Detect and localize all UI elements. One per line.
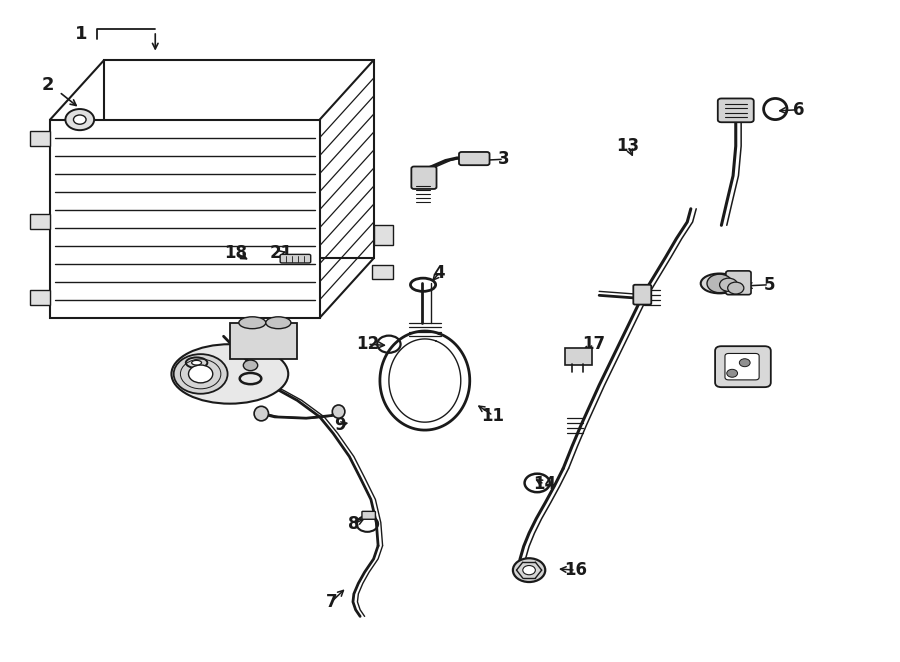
Text: 2: 2 <box>41 76 54 94</box>
Polygon shape <box>372 265 393 279</box>
Text: 9: 9 <box>335 416 346 434</box>
Circle shape <box>243 360 257 371</box>
Ellipse shape <box>332 405 345 418</box>
Polygon shape <box>31 132 50 146</box>
FancyBboxPatch shape <box>716 346 770 387</box>
FancyBboxPatch shape <box>565 348 592 365</box>
Ellipse shape <box>701 273 739 293</box>
Polygon shape <box>230 323 297 359</box>
Polygon shape <box>31 290 50 305</box>
Text: 15: 15 <box>744 361 767 379</box>
Ellipse shape <box>238 317 266 329</box>
Polygon shape <box>374 225 393 245</box>
FancyBboxPatch shape <box>280 254 310 263</box>
Text: 1: 1 <box>76 24 88 43</box>
Text: 19: 19 <box>234 326 256 344</box>
Ellipse shape <box>192 360 202 365</box>
Text: 21: 21 <box>269 244 292 262</box>
Polygon shape <box>50 120 319 318</box>
Circle shape <box>74 115 86 124</box>
Circle shape <box>523 565 536 575</box>
FancyBboxPatch shape <box>718 99 753 122</box>
FancyBboxPatch shape <box>459 152 490 166</box>
Text: 7: 7 <box>326 593 338 611</box>
Text: 4: 4 <box>434 264 445 282</box>
Circle shape <box>174 354 228 394</box>
Circle shape <box>740 359 750 367</box>
Circle shape <box>188 365 212 383</box>
Circle shape <box>720 278 738 291</box>
Text: 6: 6 <box>793 101 805 118</box>
Circle shape <box>728 282 743 294</box>
Text: 11: 11 <box>482 406 505 424</box>
Text: 16: 16 <box>564 561 588 579</box>
Text: 17: 17 <box>582 335 606 354</box>
FancyBboxPatch shape <box>634 285 652 305</box>
Text: 8: 8 <box>348 515 360 533</box>
Text: 13: 13 <box>616 137 640 155</box>
FancyBboxPatch shape <box>726 271 751 295</box>
Ellipse shape <box>185 357 207 368</box>
FancyBboxPatch shape <box>411 167 436 189</box>
Ellipse shape <box>254 406 268 421</box>
Circle shape <box>66 109 94 130</box>
Circle shape <box>707 274 733 293</box>
Text: 20: 20 <box>185 352 208 370</box>
Text: 3: 3 <box>498 150 509 168</box>
Circle shape <box>513 558 545 582</box>
Circle shape <box>727 369 738 377</box>
Ellipse shape <box>266 317 291 329</box>
Text: 12: 12 <box>356 335 379 354</box>
Text: 14: 14 <box>533 475 556 493</box>
FancyBboxPatch shape <box>725 354 759 380</box>
Text: 10: 10 <box>264 368 286 386</box>
FancyBboxPatch shape <box>362 511 375 519</box>
Polygon shape <box>31 214 50 228</box>
Text: 5: 5 <box>763 276 775 294</box>
Ellipse shape <box>171 344 288 404</box>
Text: 18: 18 <box>225 244 248 262</box>
